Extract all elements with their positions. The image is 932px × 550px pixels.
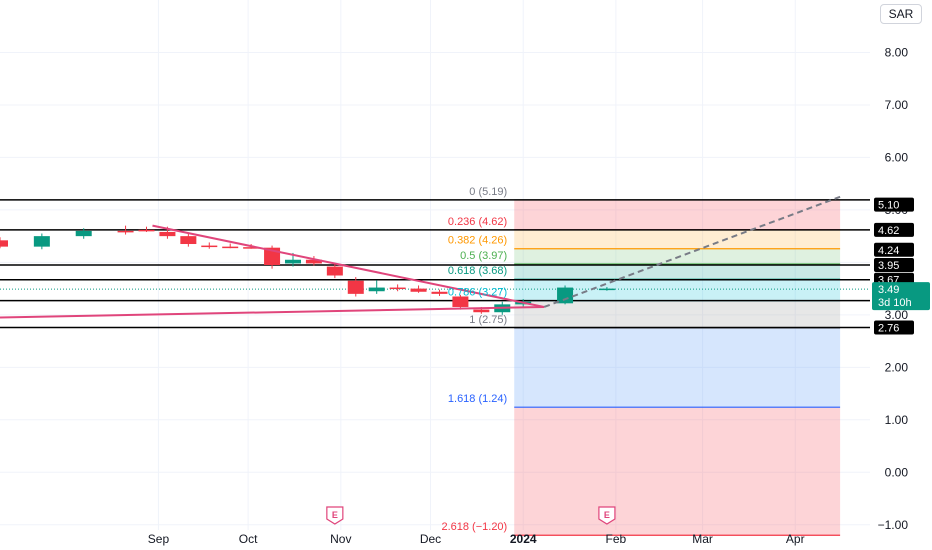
fibonacci-zone: [514, 199, 841, 230]
fibonacci-level-label: 0.382 (4.26): [448, 235, 507, 247]
fibonacci-labels: 0 (5.19) 0.236 (4.62) 0.382 (4.26) 0.5 (3.9…: [441, 186, 507, 533]
candle-body: [473, 309, 490, 313]
fibonacci-zone: [514, 263, 841, 280]
price-tick-label: 3.00: [885, 308, 909, 322]
fibonacci-zone: [514, 248, 841, 264]
time-tick-label: Nov: [330, 532, 351, 546]
current-price-text: 3.49: [878, 284, 899, 296]
candle-body: [117, 230, 134, 233]
candle-body: [368, 287, 385, 292]
candle-body: [284, 259, 301, 264]
candle-body: [222, 246, 239, 249]
candle-body: [0, 240, 8, 247]
price-label-box: [874, 258, 914, 272]
fibonacci-level-label: 0.618 (3.68): [448, 265, 507, 277]
fibonacci-level-label: 0.786 (3.27): [448, 287, 507, 299]
currency-button[interactable]: SAR: [880, 4, 922, 24]
candle-body: [75, 230, 92, 237]
candle-body: [159, 231, 176, 237]
earnings-label: E: [604, 510, 610, 520]
fibonacci-zone: [514, 279, 841, 301]
bar-countdown-text: 3d 10h: [878, 297, 912, 309]
time-tick-label: Dec: [420, 532, 441, 546]
candle-body: [389, 287, 406, 290]
fibonacci-zone: [514, 229, 841, 249]
candles: [0, 225, 615, 315]
current-price-label-box: [872, 282, 930, 311]
triangle-drawing[interactable]: [0, 224, 545, 319]
candle-body: [180, 236, 197, 245]
price-label-box: [874, 320, 914, 335]
candle-body: [598, 288, 615, 291]
time-tick-label: Sep: [148, 532, 170, 546]
candle-body: [452, 296, 469, 307]
price-tick-label: 6.00: [885, 150, 909, 164]
fibonacci-zones: [514, 199, 841, 536]
fibonacci-level-label: 0.236 (4.62): [448, 216, 507, 228]
fibonacci-level-label: 0 (5.19): [469, 186, 507, 198]
price-label-box: [874, 197, 914, 212]
price-tick-label: 7.00: [885, 98, 909, 112]
price-tick-label: 0.00: [885, 465, 909, 479]
price-label-box: [874, 222, 914, 237]
candle-body: [410, 288, 427, 292]
trend-projection-line[interactable]: [543, 195, 841, 308]
earnings-label: E: [332, 510, 338, 520]
price-label-text: 2.76: [878, 322, 899, 334]
price-label-text: 3.95: [878, 260, 899, 272]
price-label-text: 4.62: [878, 225, 899, 237]
candle-body: [305, 259, 322, 264]
time-tick-label: Feb: [606, 532, 627, 546]
triangle-upper-line[interactable]: [152, 224, 545, 308]
price-label-box: [874, 242, 914, 257]
fibonacci-level-label: 0.5 (3.97): [460, 250, 507, 262]
candle-body: [201, 245, 218, 248]
time-tick-label: Mar: [692, 532, 713, 546]
earnings-icon[interactable]: [326, 506, 344, 525]
time-tick-label: Apr: [786, 532, 805, 546]
candle-body: [557, 287, 574, 304]
price-tick-label: 8.00: [885, 45, 909, 59]
fibonacci-level-label: 1 (2.75): [469, 314, 507, 326]
price-tick-label: −1.00: [878, 518, 909, 532]
candle-body: [431, 291, 448, 294]
price-tick-label: 2.00: [885, 360, 909, 374]
time-tick-label: Oct: [239, 532, 258, 546]
candle-body: [347, 280, 364, 294]
fibonacci-zone: [514, 300, 841, 328]
candle-body: [33, 236, 50, 247]
candle-body: [326, 266, 343, 276]
earnings-icon[interactable]: [598, 506, 616, 525]
price-tick-label: 1.00: [885, 413, 909, 427]
price-label-text: 5.10: [878, 200, 899, 212]
fibonacci-level-label: 1.618 (1.24): [448, 393, 507, 405]
triangle-lower-line[interactable]: [0, 305, 545, 319]
fibonacci-zone: [514, 407, 841, 536]
trend-projection[interactable]: [543, 195, 841, 308]
fibonacci-zone: [514, 327, 841, 408]
fibonacci-level-label: 2.618 (−1.20): [441, 521, 507, 533]
horizontal-lines[interactable]: [0, 199, 870, 329]
time-tick-label: 2024: [510, 532, 537, 546]
price-label-text: 4.24: [878, 245, 899, 257]
candle-body: [138, 229, 155, 232]
candle-body: [243, 247, 260, 249]
time-axis[interactable]: Sep Oct Nov Dec 2024 Feb Mar Apr: [148, 532, 805, 546]
